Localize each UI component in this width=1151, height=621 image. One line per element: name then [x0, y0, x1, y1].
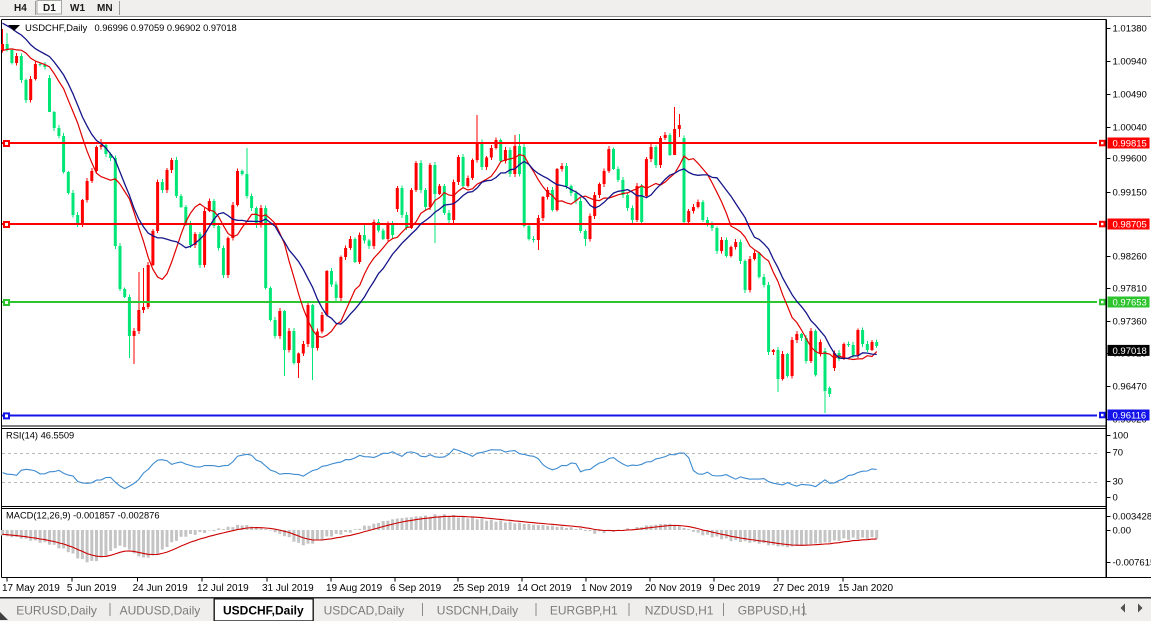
- svg-text:USDCNH,Daily: USDCNH,Daily: [437, 604, 518, 618]
- svg-text:1.00040: 1.00040: [1113, 123, 1147, 134]
- svg-text:1.00940: 1.00940: [1113, 57, 1147, 68]
- svg-text:15 Jan 2020: 15 Jan 2020: [838, 583, 893, 594]
- svg-text:0.97360: 0.97360: [1113, 317, 1147, 328]
- svg-text:19 Aug 2019: 19 Aug 2019: [326, 583, 383, 594]
- svg-text:12 Jul 2019: 12 Jul 2019: [197, 583, 249, 594]
- svg-text:9 Dec 2019: 9 Dec 2019: [709, 583, 761, 594]
- svg-text:1.01380: 1.01380: [1113, 24, 1147, 35]
- svg-text:0.96470: 0.96470: [1113, 382, 1147, 393]
- svg-text:30: 30: [1113, 477, 1124, 488]
- svg-text:17 May 2019: 17 May 2019: [2, 583, 60, 594]
- svg-text:70: 70: [1113, 448, 1124, 459]
- svg-text:0.99150: 0.99150: [1113, 188, 1147, 199]
- svg-text:0.97810: 0.97810: [1113, 284, 1147, 295]
- svg-text:RSI(14) 46.5509: RSI(14) 46.5509: [6, 431, 74, 441]
- svg-text:H4: H4: [14, 3, 27, 14]
- svg-text:20 Nov 2019: 20 Nov 2019: [645, 583, 702, 594]
- svg-text:MACD(12,26,9) -0.001857 -0.002: MACD(12,26,9) -0.001857 -0.002876: [6, 511, 160, 521]
- svg-text:0.99815: 0.99815: [1113, 139, 1147, 150]
- svg-text:AUDUSD,Daily: AUDUSD,Daily: [120, 604, 201, 618]
- svg-text:D1: D1: [43, 3, 56, 14]
- svg-text:24 Jun 2019: 24 Jun 2019: [133, 583, 188, 594]
- svg-text:14 Oct 2019: 14 Oct 2019: [517, 583, 572, 594]
- svg-text:0.99600: 0.99600: [1113, 154, 1147, 165]
- svg-text:0.98260: 0.98260: [1113, 252, 1147, 263]
- svg-text:GBPUSD,H1: GBPUSD,H1: [738, 604, 808, 618]
- svg-text:NZDUSD,H1: NZDUSD,H1: [645, 604, 714, 618]
- svg-text:0.98705: 0.98705: [1113, 220, 1147, 231]
- svg-text:USDCHF,Daily: USDCHF,Daily: [223, 604, 304, 618]
- svg-text:W1: W1: [70, 3, 85, 14]
- svg-text:MN: MN: [97, 3, 113, 14]
- svg-text:0.96996 0.97059 0.96902 0.9701: 0.96996 0.97059 0.96902 0.97018: [95, 23, 237, 33]
- svg-text:0.97653: 0.97653: [1113, 298, 1147, 309]
- svg-text:27 Dec 2019: 27 Dec 2019: [773, 583, 830, 594]
- svg-text:0.96116: 0.96116: [1113, 411, 1147, 422]
- svg-text:5 Jun 2019: 5 Jun 2019: [67, 583, 117, 594]
- svg-text:EURGBP,H1: EURGBP,H1: [550, 604, 618, 618]
- svg-text:USDCHF,Daily: USDCHF,Daily: [25, 23, 88, 34]
- svg-text:0.00: 0.00: [1113, 526, 1132, 537]
- svg-text:USDCAD,Daily: USDCAD,Daily: [324, 604, 405, 618]
- svg-text:0.003428: 0.003428: [1113, 512, 1151, 523]
- svg-text:-0.007615: -0.007615: [1113, 558, 1151, 569]
- svg-text:0.97018: 0.97018: [1113, 346, 1147, 357]
- svg-text:1 Nov 2019: 1 Nov 2019: [581, 583, 633, 594]
- svg-text:6 Sep 2019: 6 Sep 2019: [390, 583, 442, 594]
- svg-text:25 Sep 2019: 25 Sep 2019: [453, 583, 510, 594]
- svg-text:0: 0: [1113, 493, 1118, 504]
- svg-text:31 Jul 2019: 31 Jul 2019: [262, 583, 314, 594]
- svg-text:EURUSD,Daily: EURUSD,Daily: [16, 604, 97, 618]
- svg-text:1.00490: 1.00490: [1113, 90, 1147, 101]
- svg-text:100: 100: [1113, 431, 1129, 442]
